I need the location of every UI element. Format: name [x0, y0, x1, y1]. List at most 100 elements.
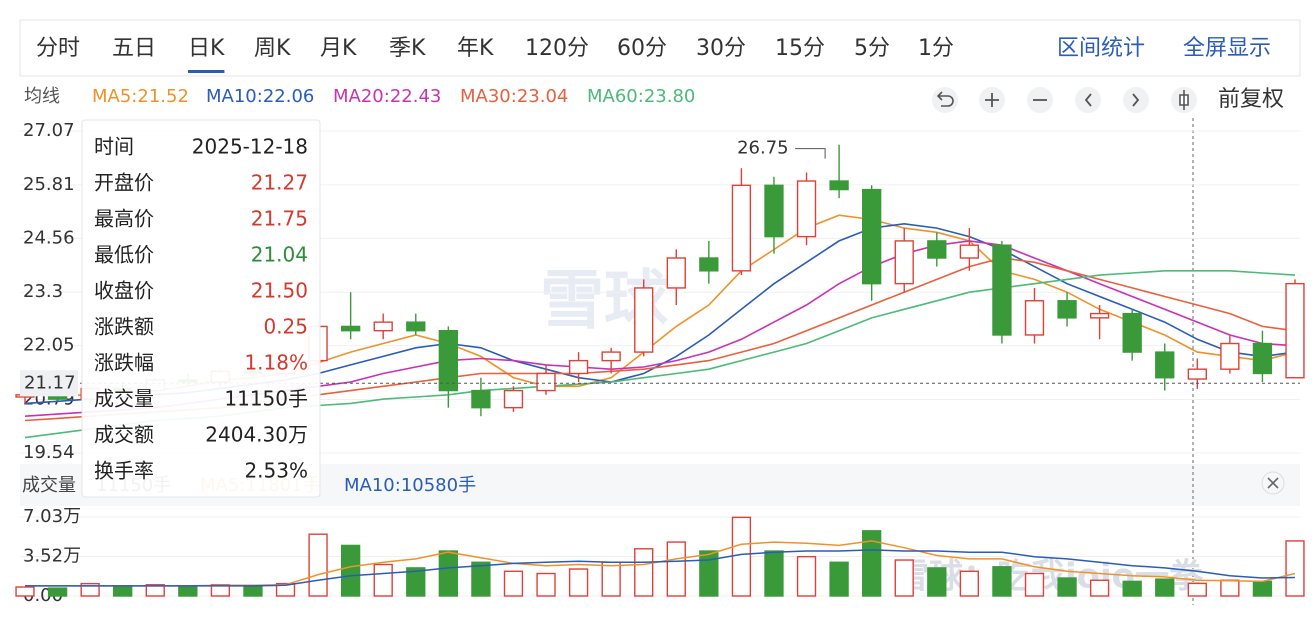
candle-body [471, 389, 491, 409]
candle-body [1155, 351, 1175, 379]
candle-body [1122, 312, 1142, 353]
y-tick-label: 19.54 [23, 442, 75, 463]
candle-body [536, 372, 556, 392]
tab[interactable]: 年K [457, 36, 494, 61]
tab[interactable]: 1分 [918, 36, 954, 61]
volume-bar [1057, 577, 1077, 597]
volume-bar [1122, 580, 1142, 597]
candle-body [503, 389, 524, 409]
volume-tick-label: 7.03万 [23, 506, 81, 527]
tooltip-label: 成交额 [94, 423, 154, 447]
candle-body [731, 184, 752, 272]
close-icon[interactable] [1267, 477, 1279, 489]
tooltip-value: 1.18% [244, 351, 308, 375]
candle-body [1057, 300, 1077, 319]
tab[interactable]: 月K [320, 36, 357, 61]
volume-bar [764, 550, 784, 597]
y-tick-label: 27.07 [23, 120, 75, 141]
candle-body [1089, 312, 1110, 319]
tab[interactable]: 分时 [36, 36, 80, 61]
tooltip-label: 换手率 [94, 459, 154, 483]
tooltip-value: 2025-12-18 [192, 135, 308, 159]
tab[interactable]: 季K [389, 36, 426, 61]
legend-entry: MA5:21.52 [92, 86, 189, 107]
candle-body [927, 240, 947, 259]
right-icon [1132, 93, 1140, 107]
candle-body [959, 244, 980, 259]
volume-bar [15, 586, 35, 597]
tooltip: 时间 2025-12-18 开盘价 21.27 最高价 21.75 最低价 21.04 收盘价 2… [81, 119, 321, 498]
tooltip-box [81, 119, 321, 498]
volume-bar [1187, 582, 1207, 597]
crosshair-price: 21.17 [24, 372, 76, 393]
tab[interactable]: 五日 [112, 36, 156, 61]
volume-bar [145, 584, 165, 597]
volume-bar [894, 559, 914, 597]
tooltip-value: 2.53% [244, 459, 308, 483]
candle-body [1220, 342, 1240, 370]
volume-bar [1089, 579, 1110, 597]
volume-tick-label: 3.52万 [23, 545, 81, 566]
volume-bar [113, 585, 133, 597]
candle-body [1187, 368, 1207, 380]
volume-title: 成交量 [22, 475, 76, 496]
close-button[interactable] [1261, 471, 1285, 495]
volume-legend: MA10:10580手 [344, 475, 476, 496]
volume-bar [1155, 578, 1175, 597]
candle-body [666, 257, 686, 289]
tooltip-value: 21.75 [251, 207, 308, 231]
tab[interactable]: 日K [188, 36, 225, 61]
tab[interactable]: 30分 [696, 36, 746, 61]
tool-link[interactable]: 全屏显示 [1183, 36, 1271, 61]
volume-bar [80, 582, 100, 597]
plus-icon [985, 93, 999, 107]
volume-bar [1285, 540, 1305, 597]
tab[interactable]: 15分 [775, 36, 825, 61]
tab[interactable]: 周K [254, 36, 291, 61]
adjust-label[interactable]: 前复权 [1218, 87, 1284, 112]
ma-title: 均线 [24, 86, 60, 107]
candle-body [438, 329, 458, 392]
tooltip-value: 21.27 [251, 171, 308, 195]
legend-entry: MA30:23.04 [460, 86, 568, 107]
undo-button[interactable] [932, 87, 958, 113]
left-icon [1084, 93, 1092, 107]
tooltip-value: 21.04 [251, 243, 308, 267]
legend-entry: MA60:23.80 [587, 86, 695, 107]
tab[interactable]: 60分 [617, 36, 667, 61]
tab[interactable]: 120分 [525, 36, 589, 61]
candle-body [1285, 282, 1305, 379]
tool-link[interactable]: 区间统计 [1057, 36, 1145, 61]
active-tab-underline [188, 70, 225, 73]
volume-ma-line [25, 549, 1296, 587]
candle-body [1252, 342, 1273, 375]
peak-leader [795, 148, 826, 159]
candle-body [829, 180, 849, 191]
tooltip-value: 0.25 [263, 315, 308, 339]
candle-body [634, 287, 654, 353]
candle-body [699, 257, 719, 272]
volume-bar [829, 561, 849, 597]
candle-body [796, 180, 817, 238]
volume-bar [438, 550, 458, 597]
volume-bar [275, 582, 296, 597]
volume-bar [959, 570, 980, 597]
legend-entry: MA20:22.43 [333, 86, 441, 107]
right-button[interactable] [1123, 87, 1149, 113]
candle-body [406, 321, 426, 332]
tab[interactable]: 5分 [854, 36, 890, 61]
tooltip-label: 收盘价 [94, 279, 154, 303]
volume-bar [178, 586, 198, 597]
volume-bar [243, 585, 263, 597]
candle-icon [1179, 90, 1189, 110]
tooltip-label: 时间 [94, 135, 134, 159]
tooltip-label: 开盘价 [94, 171, 154, 195]
toolbar-buttons [932, 87, 1285, 495]
volume-bar [340, 544, 361, 597]
volume-bar [406, 567, 426, 597]
candle-body [764, 184, 784, 238]
tooltip-value: 2404.30万 [205, 423, 308, 447]
left-button[interactable] [1075, 87, 1101, 113]
volume-bar [796, 555, 817, 597]
